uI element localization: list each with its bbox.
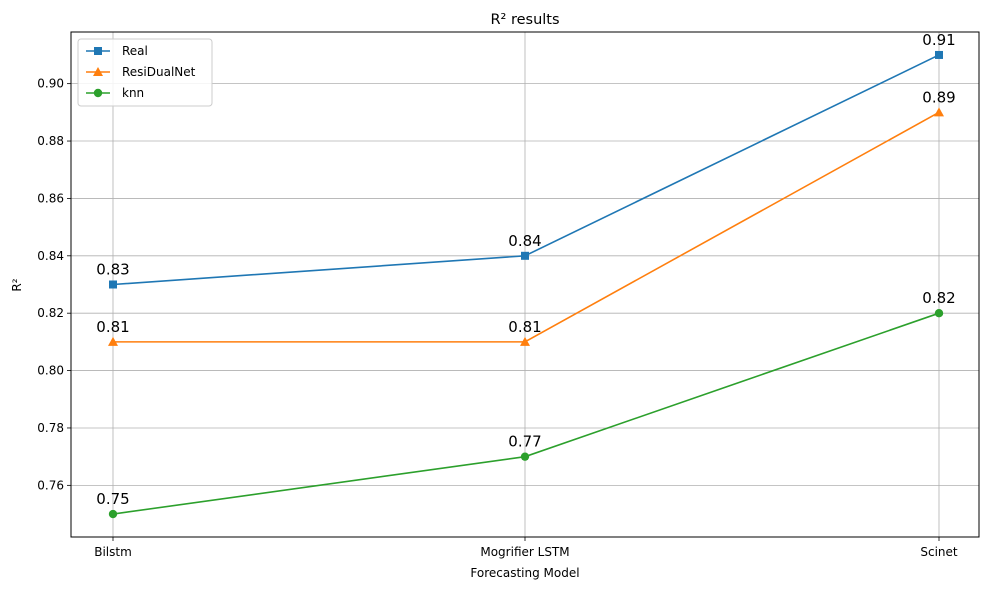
x-axis-ticks: Bilstm Mogrifier LSTM Scinet xyxy=(94,537,958,559)
x-axis-label: Forecasting Model xyxy=(470,566,579,580)
legend-label: Real xyxy=(122,44,148,58)
data-point xyxy=(520,336,530,346)
data-label: 0.82 xyxy=(922,289,955,307)
chart-title: R² results xyxy=(490,12,559,28)
y-tick-label: 0.86 xyxy=(37,191,64,205)
data-point xyxy=(109,280,117,289)
legend-label: knn xyxy=(122,86,144,100)
y-tick-label: 0.82 xyxy=(37,306,64,320)
series-markers xyxy=(108,50,944,519)
data-label: 0.91 xyxy=(922,31,955,49)
y-axis-label: R² xyxy=(10,278,24,291)
data-point xyxy=(520,452,530,461)
legend-marker xyxy=(93,88,103,98)
data-point xyxy=(934,308,944,318)
y-tick-label: 0.90 xyxy=(37,77,64,91)
data-point xyxy=(108,509,118,519)
data-labels: 0.83 0.84 0.91 0.81 0.81 0.89 0.75 0.77 0.82 xyxy=(96,31,955,508)
data-label: 0.81 xyxy=(96,318,129,336)
data-point xyxy=(934,107,944,117)
x-tick-label: Bilstm xyxy=(94,545,132,559)
data-label: 0.77 xyxy=(508,433,541,451)
legend: Real ResiDualNet knn xyxy=(77,38,213,107)
data-label: 0.84 xyxy=(508,232,541,250)
legend-label: ResiDualNet xyxy=(122,65,196,79)
y-axis-ticks: 0.76 0.78 0.80 0.82 0.84 0.86 0.88 0.90 xyxy=(37,77,71,492)
legend-box xyxy=(77,38,213,107)
data-label: 0.75 xyxy=(96,490,129,508)
data-label: 0.89 xyxy=(922,88,955,106)
y-tick-label: 0.88 xyxy=(37,134,64,148)
legend-marker xyxy=(94,47,102,55)
data-label: 0.81 xyxy=(508,318,541,336)
y-tick-label: 0.78 xyxy=(37,421,64,435)
x-tick-label: Scinet xyxy=(920,545,958,559)
x-tick-label: Mogrifier LSTM xyxy=(480,545,569,559)
y-tick-label: 0.84 xyxy=(37,249,64,263)
legend-marker xyxy=(93,67,103,76)
y-tick-label: 0.76 xyxy=(37,478,64,492)
data-label: 0.83 xyxy=(96,261,129,279)
y-tick-label: 0.80 xyxy=(37,364,64,378)
data-point xyxy=(935,50,943,59)
data-point xyxy=(108,336,118,346)
data-point xyxy=(521,251,529,260)
